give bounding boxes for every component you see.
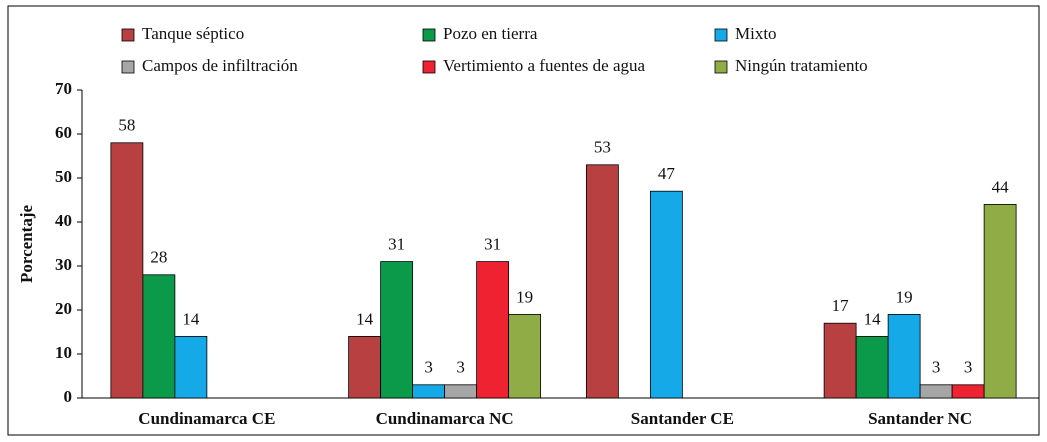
data-label: 19 xyxy=(896,287,913,306)
data-label: 3 xyxy=(964,358,973,377)
legend-label: Pozo en tierra xyxy=(443,24,538,43)
bar xyxy=(919,384,953,399)
bar xyxy=(887,313,921,399)
data-label: 31 xyxy=(484,235,501,254)
x-tick-label: Cundinamarca NC xyxy=(376,409,514,428)
data-label: 17 xyxy=(832,296,850,315)
bar xyxy=(380,261,414,399)
bar xyxy=(476,261,510,399)
data-label: 19 xyxy=(516,287,533,306)
legend-swatch xyxy=(422,60,436,74)
legend-label: Campos de infiltración xyxy=(142,56,298,75)
bar xyxy=(855,335,889,399)
data-label: 53 xyxy=(594,138,611,157)
bar xyxy=(348,335,382,399)
y-tick-label: 50 xyxy=(55,167,72,186)
bar xyxy=(649,190,683,399)
bar xyxy=(508,313,542,399)
x-tick-label: Cundinamarca CE xyxy=(138,409,275,428)
data-label: 58 xyxy=(118,116,135,135)
legend-swatch xyxy=(121,60,135,74)
legend-label: Tanque séptico xyxy=(142,24,244,43)
x-tick-label: Santander NC xyxy=(868,409,972,428)
y-tick-label: 30 xyxy=(55,255,72,274)
data-label: 14 xyxy=(182,309,200,328)
data-label: 14 xyxy=(864,309,882,328)
legend-swatch xyxy=(714,28,728,42)
data-label: 28 xyxy=(150,248,167,267)
y-tick-label: 40 xyxy=(55,211,72,230)
bar xyxy=(951,384,985,399)
data-label: 44 xyxy=(992,177,1010,196)
y-tick-label: 70 xyxy=(55,79,72,98)
bar xyxy=(412,384,446,399)
legend-swatch xyxy=(121,28,135,42)
data-label: 47 xyxy=(658,164,676,183)
y-tick-label: 10 xyxy=(55,343,72,362)
bar xyxy=(585,164,619,399)
data-label: 3 xyxy=(932,358,941,377)
y-tick-label: 20 xyxy=(55,299,72,318)
data-label: 31 xyxy=(388,235,405,254)
y-tick-label: 60 xyxy=(55,123,72,142)
bar xyxy=(142,274,176,399)
bar xyxy=(983,203,1017,399)
x-tick-label: Santander CE xyxy=(631,409,734,428)
legend-swatch xyxy=(422,28,436,42)
bar xyxy=(444,384,478,399)
y-axis-label: Porcentaje xyxy=(17,205,36,283)
legend-label: Mixto xyxy=(735,24,777,43)
chart-border xyxy=(7,5,1040,436)
data-label: 14 xyxy=(356,309,374,328)
legend-label: Vertimiento a fuentes de agua xyxy=(443,56,645,75)
bar xyxy=(823,322,857,399)
legend-swatch xyxy=(714,60,728,74)
bar xyxy=(174,335,208,399)
data-label: 3 xyxy=(456,358,465,377)
bar xyxy=(110,142,144,399)
data-label: 3 xyxy=(424,358,433,377)
legend-label: Ningún tratamiento xyxy=(735,56,868,75)
y-tick-label: 0 xyxy=(64,387,73,406)
